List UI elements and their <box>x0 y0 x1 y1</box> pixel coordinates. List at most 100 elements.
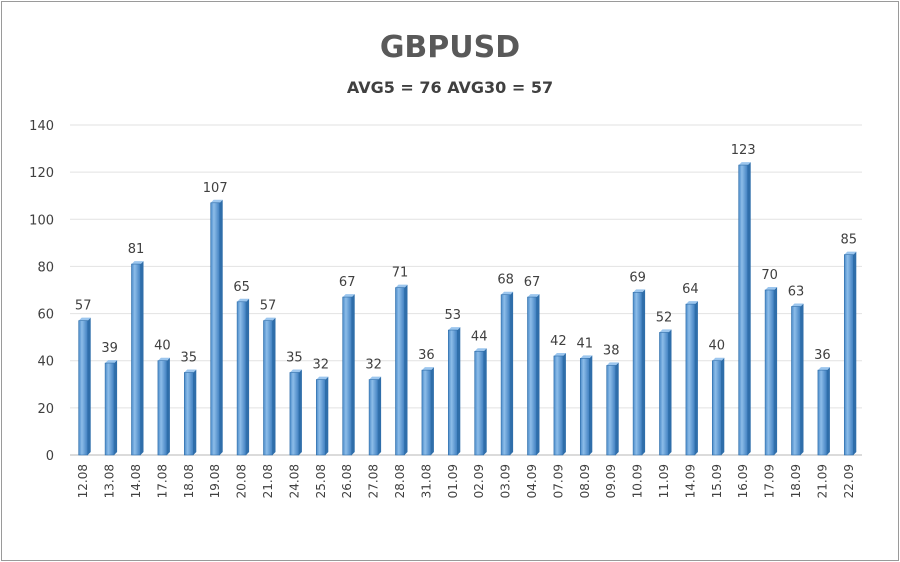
bar-side <box>668 329 672 455</box>
data-label: 42 <box>550 334 567 349</box>
bar-side <box>246 298 250 455</box>
data-label: 38 <box>603 343 620 358</box>
x-tick-label: 09.09 <box>604 464 618 498</box>
bar-top <box>237 298 250 302</box>
x-tick-label: 28.08 <box>393 464 407 498</box>
data-label: 32 <box>313 358 330 373</box>
data-label: 70 <box>761 268 778 283</box>
chart-title: GBPUSD <box>379 30 521 65</box>
bar-top <box>289 369 302 373</box>
x-tick-label: 17.09 <box>763 464 777 498</box>
data-label: 67 <box>524 275 541 290</box>
bar <box>711 357 725 456</box>
bar-front <box>78 320 88 456</box>
x-tick-label: 20.08 <box>235 464 249 498</box>
x-tick-label: 31.08 <box>419 464 433 498</box>
bar <box>579 355 593 456</box>
y-tick-label: 120 <box>29 166 54 181</box>
data-label: 68 <box>497 273 514 288</box>
bar-top <box>844 251 857 255</box>
bar-top <box>606 362 619 366</box>
x-tick-label: 12.08 <box>76 464 90 498</box>
bar-front <box>236 301 247 456</box>
grid-lines <box>70 124 862 456</box>
bar <box>395 284 408 456</box>
bar-front <box>579 358 590 456</box>
bar-side <box>774 287 778 455</box>
data-label: 57 <box>260 299 277 314</box>
data-label: 36 <box>814 348 831 363</box>
bar-side <box>747 162 751 456</box>
bar <box>764 287 778 456</box>
data-label: 123 <box>731 143 756 158</box>
bar-top <box>501 291 514 295</box>
x-tick-label: 17.08 <box>155 464 169 498</box>
bar-front <box>395 287 405 456</box>
bar-side <box>325 376 329 455</box>
bar-top <box>553 353 566 356</box>
bar-front <box>791 306 801 456</box>
data-label: 64 <box>682 282 699 297</box>
bar-front <box>553 355 564 456</box>
bar-side <box>694 301 698 455</box>
bar-side <box>510 291 514 455</box>
x-axis-ticks: 12.08 13.08 14.08 17.08 18.08 19.08 20.08 21.08… <box>76 464 856 498</box>
bar-top <box>421 367 434 371</box>
data-label: 85 <box>841 233 858 248</box>
bar-top <box>78 317 91 321</box>
x-tick-label: 10.09 <box>631 464 645 498</box>
bar-front <box>131 263 141 456</box>
bar-side <box>457 327 461 455</box>
bar-side <box>298 369 302 455</box>
bar <box>131 261 144 456</box>
data-label: 44 <box>471 329 488 344</box>
bar-front <box>843 254 854 456</box>
bar-side <box>430 367 434 455</box>
bar <box>447 327 461 456</box>
data-labels: 57 39 81 40 35 107 65 57 35 32 67 32 71 36 53 44 68 67 42 4… <box>75 143 857 373</box>
bar <box>500 291 514 456</box>
bar <box>474 348 487 456</box>
x-tick-label: 04.09 <box>525 464 539 498</box>
bar <box>606 362 619 456</box>
bar-front <box>738 164 749 456</box>
bar-side <box>193 369 197 455</box>
y-tick-label: 60 <box>37 308 54 323</box>
x-tick-label: 07.09 <box>551 464 565 498</box>
bar-side <box>853 251 857 455</box>
bar-top <box>817 367 830 371</box>
y-tick-label: 100 <box>29 213 54 228</box>
data-label: 81 <box>128 242 145 257</box>
chart-subtitle: AVG5 = 76 AVG30 = 57 <box>346 78 554 97</box>
bar-side <box>642 289 646 455</box>
data-label: 40 <box>154 339 171 354</box>
x-tick-label: 22.09 <box>842 464 856 498</box>
data-label: 53 <box>445 308 462 323</box>
x-tick-label: 24.08 <box>287 464 301 498</box>
y-tick-label: 80 <box>37 260 54 275</box>
x-tick-label: 19.08 <box>208 464 222 498</box>
x-tick-label: 21.09 <box>815 464 829 498</box>
data-label: 52 <box>656 310 673 325</box>
bar <box>368 376 382 456</box>
x-tick-label: 11.09 <box>657 464 671 498</box>
bar <box>817 367 830 456</box>
bar-front <box>474 350 485 456</box>
bar <box>843 251 857 456</box>
bar-side <box>166 357 170 455</box>
data-label: 35 <box>286 351 303 366</box>
data-label: 71 <box>392 266 409 281</box>
data-label: 40 <box>709 339 726 354</box>
bar-front <box>711 360 722 456</box>
bar-side <box>536 294 540 455</box>
y-axis-ticks: 0 20 40 60 80 100 120 140 <box>29 119 54 464</box>
bar <box>738 162 751 456</box>
bar-front <box>764 289 775 456</box>
bar-side <box>87 317 91 455</box>
bar-side <box>800 303 804 455</box>
data-label: 39 <box>101 341 118 356</box>
bar-side <box>272 317 276 455</box>
bar <box>659 329 672 456</box>
bar-front <box>263 320 273 456</box>
x-tick-label: 16.09 <box>736 464 750 498</box>
